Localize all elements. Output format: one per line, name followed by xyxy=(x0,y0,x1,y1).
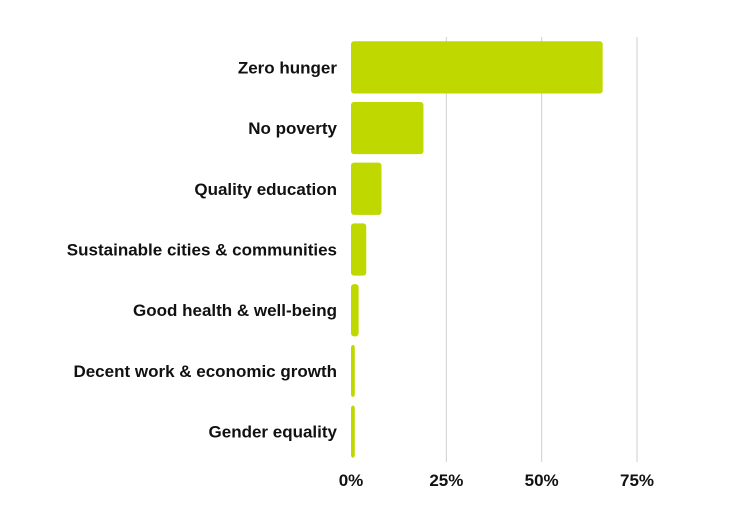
bar xyxy=(351,344,355,398)
category-label: Quality education xyxy=(194,180,337,199)
category-label: Decent work & economic growth xyxy=(73,362,337,381)
x-tick-label: 75% xyxy=(620,471,654,490)
category-label: Good health & well-being xyxy=(133,301,337,320)
x-tick-label: 0% xyxy=(339,471,364,490)
x-tick-label: 25% xyxy=(429,471,463,490)
category-label: Zero hunger xyxy=(238,58,338,77)
category-label: Gender equality xyxy=(209,423,338,442)
bar xyxy=(351,405,355,458)
bar xyxy=(351,284,359,337)
bars xyxy=(351,41,603,458)
x-tick-labels: 0% 25% 50% 75% xyxy=(339,471,654,490)
x-tick-label: 50% xyxy=(525,471,559,490)
category-label: No poverty xyxy=(248,119,337,138)
category-labels: Zero hunger No poverty Quality education Su… xyxy=(67,58,338,441)
gridlines xyxy=(445,37,638,462)
bar xyxy=(351,41,603,94)
bar xyxy=(351,162,382,215)
category-label: Sustainable cities & communities xyxy=(67,241,337,260)
bar xyxy=(351,101,424,155)
bar xyxy=(351,223,367,276)
